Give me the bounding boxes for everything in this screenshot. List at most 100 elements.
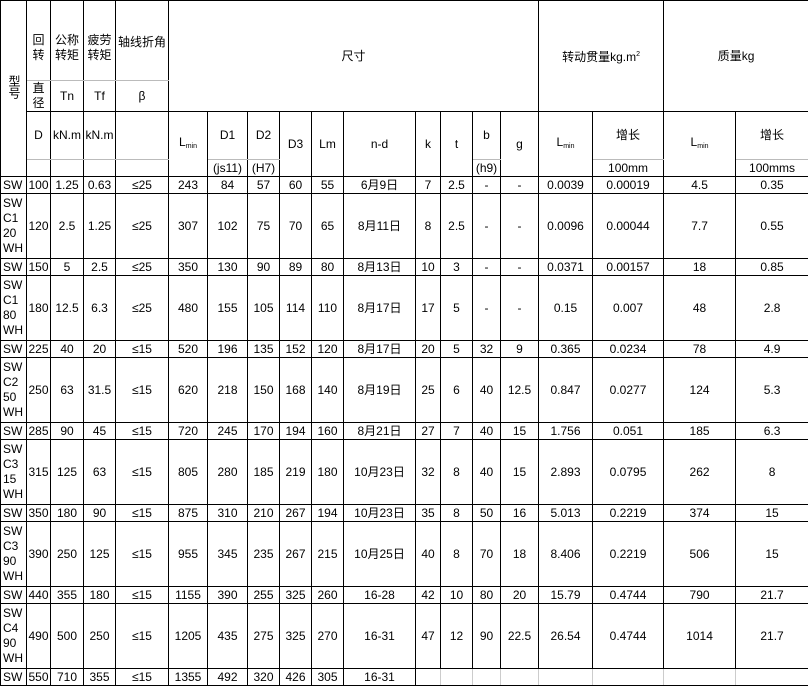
table-cell: 194 — [279, 422, 312, 440]
table-row: SW 225 40 20 ≤15 520 196 135 152 120 8月17日 20 5 32 9 0.… — [0, 340, 808, 358]
table-cell: ≤15 — [115, 586, 169, 604]
table-cell: 70 — [279, 193, 312, 259]
table-cell: 5 — [440, 340, 473, 358]
table-cell: 480 — [168, 275, 208, 341]
table-row: SW 440 355 180 ≤15 1155 390 255 325 260 16-28 42 10 8… — [0, 586, 808, 604]
table-cell: 0.0096 — [538, 193, 594, 259]
table-cell: 270 — [311, 603, 344, 669]
table-cell: 21.7 — [735, 586, 808, 604]
header-tn: Tn — [50, 80, 84, 112]
header-mass-lmin: Lmin — [663, 111, 737, 177]
header-b-tol: (h9) — [472, 159, 501, 177]
table-cell: 180 — [83, 586, 116, 604]
table-cell: 10 — [440, 586, 473, 604]
table-cell: 75 — [247, 193, 280, 259]
table-cell: 0.0039 — [538, 176, 594, 194]
table-cell: 0.4744 — [592, 586, 665, 604]
table-cell: 10 — [415, 258, 441, 276]
header-nominal-torque: 公称转矩 — [50, 0, 84, 81]
table-cell: 152 — [279, 340, 312, 358]
model-cell: SW C1 80 WH — [0, 275, 27, 341]
table-cell: 0.55 — [735, 193, 808, 259]
table-cell: 80 — [472, 586, 501, 604]
model-cell: SW — [0, 422, 27, 440]
table-cell: 6.3 — [83, 275, 116, 341]
table-cell: 0.0795 — [592, 439, 665, 505]
table-cell: 2.893 — [538, 439, 594, 505]
table-cell: 390 — [26, 521, 51, 587]
table-cell — [735, 668, 808, 686]
table-cell: 325 — [279, 586, 312, 604]
table-cell: 47 — [415, 603, 441, 669]
header-d3: D3 — [279, 111, 312, 177]
table-cell: 7.7 — [663, 193, 737, 259]
table-cell: 120 — [26, 193, 51, 259]
table-cell: ≤15 — [115, 521, 169, 587]
table-cell: 8月21日 — [343, 422, 416, 440]
table-cell: 185 — [663, 422, 737, 440]
header-blank — [83, 159, 116, 177]
table-row: SW C1 80 WH 180 12.5 6.3 ≤25 480 155 105 114 110 8… — [0, 275, 808, 341]
table-cell: ≤15 — [115, 340, 169, 358]
table-cell: 60 — [279, 176, 312, 194]
header-dimensions: 尺寸 — [167, 0, 540, 112]
lmin-l: L — [556, 134, 564, 149]
table-cell: 0.847 — [538, 357, 594, 423]
table-cell: ≤25 — [115, 176, 169, 194]
header-tn-unit: kN.m — [50, 111, 84, 160]
table-cell: 8月17日 — [343, 275, 416, 341]
table-row: SW 350 180 90 ≤15 875 310 210 267 194 10月23日 35 8 50 1… — [0, 504, 808, 522]
table-cell: 150 — [26, 258, 51, 276]
model-cell: SW — [0, 258, 27, 276]
table-cell: 0.0234 — [592, 340, 665, 358]
table-cell: 48 — [663, 275, 737, 341]
table-cell: 8月17日 — [343, 340, 416, 358]
table-cell: 790 — [663, 586, 737, 604]
header-axis-angle: 轴线折角 — [115, 0, 169, 81]
model-cell: SW C2 50 WH — [0, 357, 27, 423]
table-cell — [592, 668, 665, 686]
table-cell: 1.25 — [83, 193, 116, 259]
model-cell: SW C3 90 WH — [0, 521, 27, 587]
table-cell: 2.8 — [735, 275, 808, 341]
model-cell: SW — [0, 340, 27, 358]
table-cell — [472, 668, 501, 686]
table-cell: 140 — [311, 357, 344, 423]
table-cell: 78 — [663, 340, 737, 358]
table-row: SW 100 1.25 0.63 ≤25 243 84 57 60 55 6月9日 7 2.5- -0.0… — [0, 176, 808, 194]
table-cell: - — [499, 258, 540, 276]
table-cell: 114 — [279, 275, 312, 341]
table-cell: - — [472, 176, 501, 194]
table-cell: 440 — [26, 586, 51, 604]
table-cell: 710 — [50, 668, 84, 686]
table-cell: 42 — [415, 586, 441, 604]
table-cell: 1355 — [168, 668, 208, 686]
table-cell: 10月25日 — [343, 521, 416, 587]
table-cell: 0.051 — [592, 422, 665, 440]
table-cell: 0.35 — [735, 176, 808, 194]
table-cell: 243 — [168, 176, 208, 194]
table-cell: 90 — [472, 603, 501, 669]
table-cell: ≤15 — [115, 603, 169, 669]
table-cell: 40 — [472, 357, 501, 423]
header-blank — [115, 159, 169, 177]
table-cell: 102 — [207, 193, 248, 259]
table-cell: 8 — [440, 439, 473, 505]
table-cell: 15.79 — [538, 586, 594, 604]
table-cell: 2.5 — [83, 258, 116, 276]
table-cell: 63 — [50, 357, 84, 423]
table-cell: 125 — [50, 439, 84, 505]
lmin-sub: min — [563, 142, 575, 150]
table-cell: 6 — [440, 357, 473, 423]
table-cell: 40 — [415, 521, 441, 587]
table-cell: 0.00044 — [592, 193, 665, 259]
lmin-l: L — [690, 134, 698, 149]
table-cell: 325 — [279, 603, 312, 669]
table-cell: 124 — [663, 357, 737, 423]
table-cell: 180 — [26, 275, 51, 341]
table-cell: 15 — [499, 422, 540, 440]
table-cell: 150 — [247, 357, 280, 423]
table-row: SW C1 20 WH 120 2.5 1.25 ≤25 307 102 75 70 65 8月11… — [0, 193, 808, 259]
model-cell: SW — [0, 176, 27, 194]
table-cell: 32 — [415, 439, 441, 505]
